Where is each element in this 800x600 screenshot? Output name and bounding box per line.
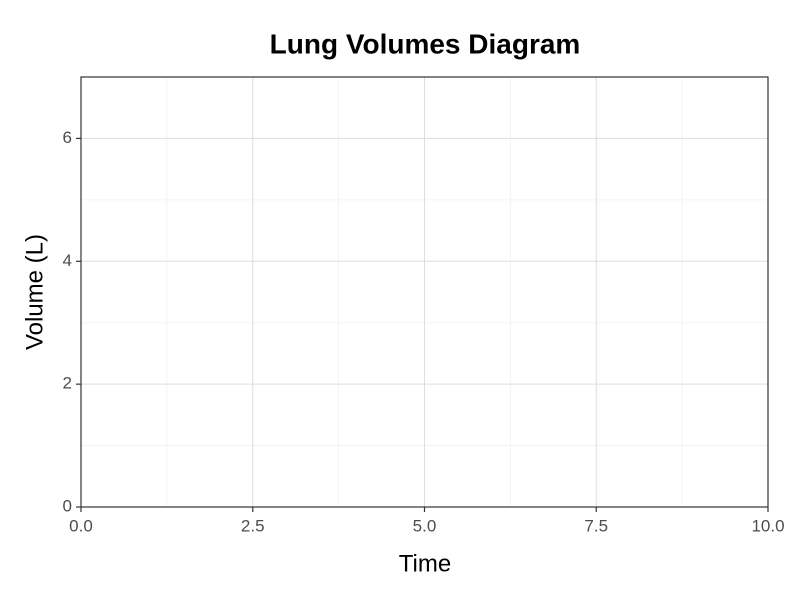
x-axis-label: Time — [399, 550, 451, 577]
chart-title: Lung Volumes Diagram — [270, 28, 581, 59]
y-tick-label: 4 — [63, 251, 72, 270]
x-tick-label: 7.5 — [584, 516, 608, 535]
y-tick-label: 0 — [63, 496, 72, 515]
y-tick-label: 2 — [63, 374, 72, 393]
x-tick-label: 5.0 — [413, 516, 437, 535]
x-tick-label: 10.0 — [751, 516, 784, 535]
y-axis-label: Volume (L) — [21, 234, 48, 350]
x-tick-label: 2.5 — [241, 516, 265, 535]
y-tick-label: 6 — [63, 128, 72, 147]
x-tick-label: 0.0 — [69, 516, 93, 535]
